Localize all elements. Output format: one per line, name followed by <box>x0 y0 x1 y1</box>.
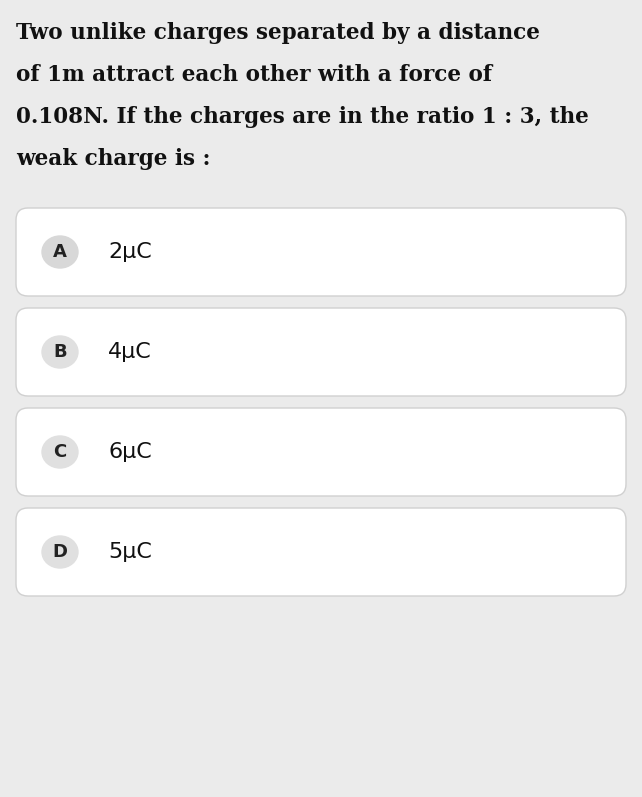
Text: B: B <box>53 343 67 361</box>
Text: Two unlike charges separated by a distance: Two unlike charges separated by a distan… <box>16 22 540 44</box>
FancyBboxPatch shape <box>16 308 626 396</box>
FancyBboxPatch shape <box>16 508 626 596</box>
FancyBboxPatch shape <box>16 208 626 296</box>
Text: 4μC: 4μC <box>108 342 152 362</box>
Text: A: A <box>53 243 67 261</box>
Text: of 1m attract each other with a force of: of 1m attract each other with a force of <box>16 64 492 86</box>
Text: D: D <box>53 543 67 561</box>
Text: 2μC: 2μC <box>108 242 152 262</box>
Text: weak charge is :: weak charge is : <box>16 148 211 170</box>
Text: 5μC: 5μC <box>108 542 152 562</box>
Text: 0.108N. If the charges are in the ratio 1 : 3, the: 0.108N. If the charges are in the ratio … <box>16 106 589 128</box>
Text: 6μC: 6μC <box>108 442 152 462</box>
Text: C: C <box>53 443 67 461</box>
Ellipse shape <box>42 236 78 268</box>
FancyBboxPatch shape <box>16 408 626 496</box>
Ellipse shape <box>42 436 78 468</box>
Ellipse shape <box>42 536 78 568</box>
Ellipse shape <box>42 336 78 368</box>
